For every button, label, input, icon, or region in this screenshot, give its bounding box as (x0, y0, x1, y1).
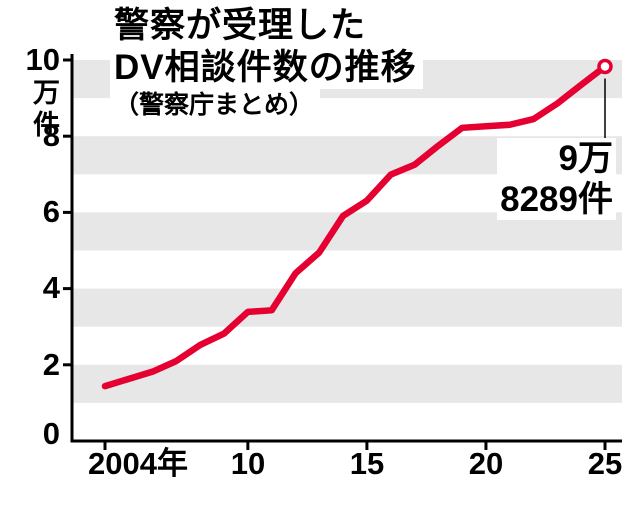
y-tick-label-0: 0 (42, 416, 60, 451)
x-tick-label-10: 10 (230, 446, 266, 481)
chart-title-line2: DV相談件数の推移 (110, 47, 423, 89)
chart-source: （警察庁まとめ） (110, 89, 321, 121)
chart-title-line1: 警察が受理した (110, 5, 373, 47)
y-axis-unit-ken: 件 (33, 110, 60, 140)
x-tick-label-20: 20 (468, 446, 504, 481)
y-tick-label-2: 2 (42, 347, 60, 382)
latest-value-line2: 8289件 (500, 180, 613, 219)
x-tick-label-2004: 2004年 (88, 446, 188, 481)
chart-title: 警察が受理した DV相談件数の推移 （警察庁まとめ） (110, 5, 423, 121)
x-tick-label-25: 25 (587, 446, 623, 481)
y-tick-label-6: 6 (42, 194, 60, 229)
y-axis-max-label: 10 (25, 42, 60, 77)
y-tick-label-4: 4 (42, 270, 60, 305)
latest-value-callout: 9万 8289件 (497, 138, 616, 220)
x-tick-label-15: 15 (349, 446, 385, 481)
latest-value-line1: 9万 (558, 139, 613, 178)
y-axis-unit-man: 万 (33, 78, 60, 108)
y-tick-label-8: 8 (42, 118, 60, 153)
